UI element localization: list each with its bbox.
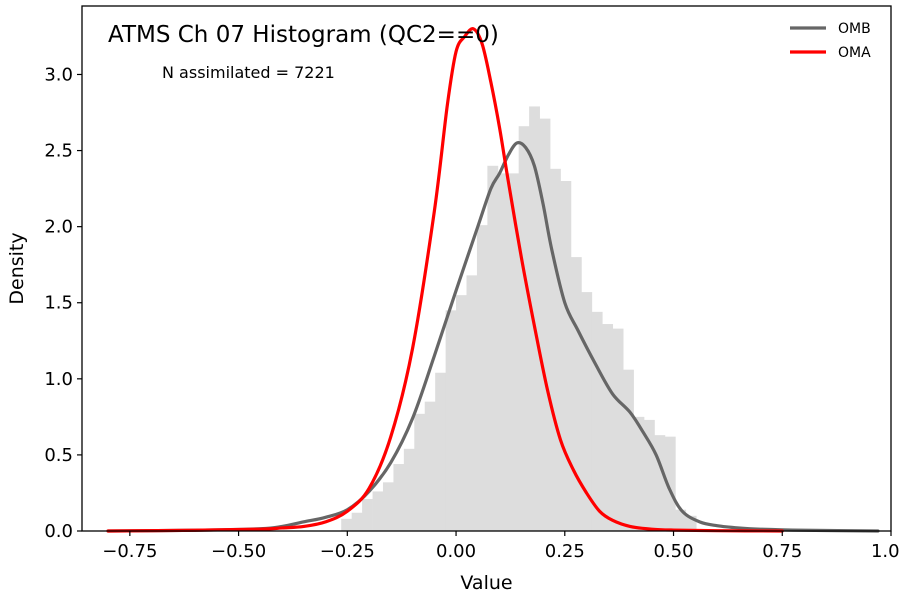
histogram-bar-13 bbox=[476, 225, 488, 531]
x-axis: −0.75 −0.50 −0.25 0.00 0.25 0.50 0.75 1.00 bbox=[102, 531, 900, 562]
histogram-bar-9 bbox=[435, 372, 447, 531]
histogram-bar-20 bbox=[550, 168, 561, 531]
x-tick-label: 0.00 bbox=[436, 541, 476, 562]
oma-density-line bbox=[106, 27, 784, 533]
x-tick-label: 0.25 bbox=[545, 541, 585, 562]
histogram-bars bbox=[341, 106, 697, 532]
histogram-bar-12 bbox=[466, 275, 478, 531]
histogram-bar-6 bbox=[403, 448, 415, 531]
histogram-bar-0 bbox=[341, 518, 353, 531]
y-tick-label: 0.0 bbox=[44, 521, 73, 542]
histogram-bar-17 bbox=[518, 126, 530, 531]
histogram-bar-27 bbox=[623, 369, 634, 531]
histogram-bar-4 bbox=[382, 482, 394, 531]
histogram-bar-24 bbox=[591, 311, 603, 531]
y-tick-label: 2.5 bbox=[44, 141, 73, 162]
histogram-bar-31 bbox=[664, 436, 676, 531]
histogram-bar-23 bbox=[581, 292, 593, 531]
omb-density-line bbox=[106, 141, 880, 533]
histogram-bar-32 bbox=[675, 509, 687, 531]
histogram-bar-30 bbox=[654, 435, 666, 531]
y-tick-label: 1.5 bbox=[44, 293, 73, 314]
plot-frame bbox=[81, 5, 892, 532]
histogram-bar-1 bbox=[351, 512, 363, 531]
histogram-bar-10 bbox=[445, 310, 457, 531]
histogram-bar-29 bbox=[643, 419, 655, 531]
x-tick-label: 0.50 bbox=[653, 541, 693, 562]
x-tick-label: −0.50 bbox=[211, 541, 266, 562]
histogram-bar-21 bbox=[560, 181, 572, 531]
x-tick-label: 0.75 bbox=[762, 541, 802, 562]
histogram-bar-19 bbox=[539, 118, 551, 531]
histogram-bar-33 bbox=[685, 515, 697, 531]
y-axis-label: Density bbox=[6, 232, 28, 304]
histogram-bar-7 bbox=[414, 413, 426, 531]
chart-title: ATMS Ch 07 Histogram (QC2==0) bbox=[108, 22, 499, 48]
density-curves bbox=[106, 27, 880, 533]
oma-legend-label: OMA bbox=[838, 45, 871, 61]
histogram-bar-15 bbox=[497, 173, 509, 532]
histogram-bar-3 bbox=[372, 491, 384, 531]
histogram-bar-25 bbox=[602, 324, 614, 531]
histogram-bar-5 bbox=[393, 464, 405, 531]
histogram-bar-8 bbox=[424, 401, 436, 531]
x-tick-label: 1.00 bbox=[871, 541, 900, 562]
y-tick-label: 3.0 bbox=[44, 64, 73, 85]
histogram-bar-22 bbox=[570, 257, 582, 531]
histogram-bar-26 bbox=[612, 328, 624, 531]
histogram-bar-28 bbox=[633, 416, 645, 531]
histogram-bar-11 bbox=[456, 295, 467, 531]
x-tick-label: −0.75 bbox=[102, 541, 157, 562]
x-axis-label: Value bbox=[460, 572, 512, 594]
y-tick-label: 1.0 bbox=[44, 369, 73, 390]
omb-legend-label: OMB bbox=[838, 21, 871, 37]
histogram-bar-16 bbox=[508, 173, 520, 532]
histogram-bar-2 bbox=[362, 499, 373, 531]
y-axis: 0.0 0.5 1.0 1.5 2.0 2.5 3.0 bbox=[44, 64, 82, 542]
legend: OMB OMA bbox=[790, 21, 871, 61]
x-tick-label: −0.25 bbox=[320, 541, 375, 562]
y-tick-label: 2.0 bbox=[44, 217, 73, 238]
n-assimilated-annotation: N assimilated = 7221 bbox=[162, 63, 335, 82]
y-tick-label: 0.5 bbox=[44, 445, 73, 466]
histogram-bar-14 bbox=[487, 165, 499, 532]
